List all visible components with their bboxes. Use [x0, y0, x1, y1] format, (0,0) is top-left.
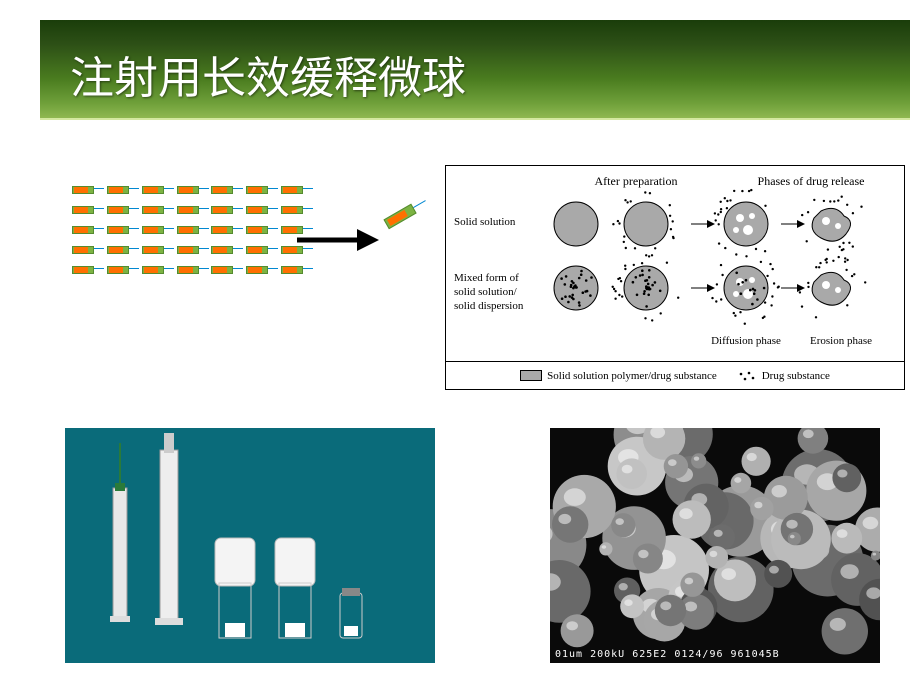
syringe-icon: [140, 260, 171, 278]
title-banner: 注射用长效缓释微球: [40, 20, 910, 120]
sem-micrograph: 01um 200kU 625E2 0124/96 961045B: [550, 428, 880, 663]
syringe-icon: [105, 260, 136, 278]
syringe-icon: [279, 180, 310, 198]
syringe-icon: [105, 200, 136, 218]
syringe-icon: [140, 240, 171, 258]
syringe-icon: [244, 240, 275, 258]
page-title: 注射用长效缓释微球: [70, 42, 466, 106]
legend-label-1: Solid solution polymer/drug substance: [547, 370, 717, 382]
diagram-svg: [446, 166, 906, 391]
diagram-legend: Solid solution polymer/drug substance Dr…: [446, 361, 904, 389]
syringe-icon: [140, 180, 171, 198]
phase-label-diffusion: Diffusion phase: [706, 335, 786, 347]
release-diagram: After preparation Phases of drug release…: [445, 165, 905, 390]
syringe-icon: [209, 180, 240, 198]
syringe-icon: [209, 220, 240, 238]
single-syringe: [377, 189, 433, 237]
syringe-icon: [175, 220, 206, 238]
legend-label-2: Drug substance: [762, 370, 830, 382]
syringe-icon: [244, 180, 275, 198]
syringe-icon: [105, 180, 136, 198]
syringe-array: [70, 180, 310, 280]
syringe-icon: [70, 180, 101, 198]
syringe-icon: [140, 200, 171, 218]
syringe-icon: [175, 200, 206, 218]
sem-caption: 01um 200kU 625E2 0124/96 961045B: [555, 649, 875, 660]
syringe-icon: [105, 240, 136, 258]
syringe-icon: [105, 220, 136, 238]
syringe-icon: [70, 200, 101, 218]
syringe-icon: [70, 240, 101, 258]
phase-label-erosion: Erosion phase: [801, 335, 881, 347]
syringe-icon: [175, 240, 206, 258]
syringe-icon: [70, 220, 101, 238]
syringe-icon: [244, 220, 275, 238]
transition-arrow: [295, 225, 381, 260]
product-photo: [65, 428, 435, 663]
legend-swatch-polymer: [520, 370, 542, 381]
syringe-icon: [279, 260, 310, 278]
syringe-icon: [209, 200, 240, 218]
syringe-icon: [175, 260, 206, 278]
syringe-icon: [140, 220, 171, 238]
syringe-icon: [209, 240, 240, 258]
syringe-icon: [279, 200, 310, 218]
syringe-icon: [244, 200, 275, 218]
syringe-icon: [244, 260, 275, 278]
syringe-icon: [209, 260, 240, 278]
syringe-icon: [70, 260, 101, 278]
syringe-icon: [175, 180, 206, 198]
